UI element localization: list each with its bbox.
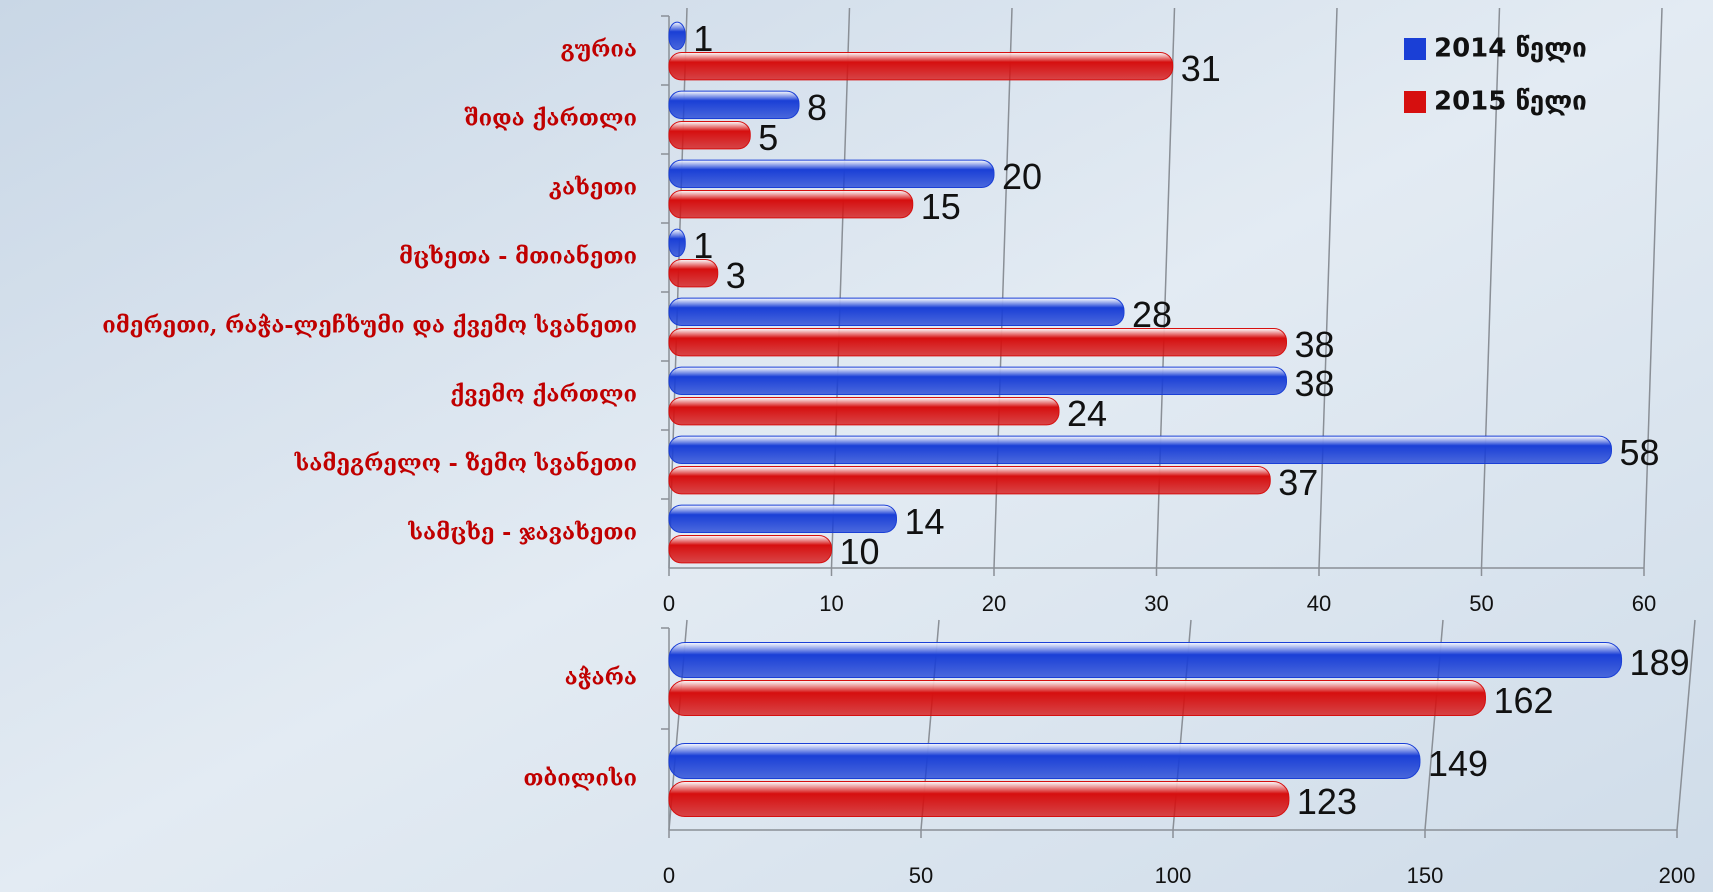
value-label: 8	[807, 87, 827, 128]
bar	[668, 228, 686, 257]
bar	[668, 743, 1421, 779]
category-label: აჭარა	[565, 665, 637, 691]
bar	[668, 781, 1290, 817]
category-label: შიდა ქართლი	[464, 106, 637, 132]
bar	[668, 466, 1271, 495]
category-label: კახეთი	[549, 175, 637, 201]
value-label: 189	[1630, 642, 1690, 683]
x-tick-label: 60	[1632, 591, 1656, 616]
value-label: 3	[726, 255, 746, 296]
bar	[668, 259, 719, 288]
bar	[668, 680, 1486, 716]
bar	[668, 90, 800, 119]
bar	[668, 435, 1612, 465]
x-tick-label: 20	[982, 591, 1006, 616]
category-label: თბილისი	[523, 766, 637, 792]
value-label: 58	[1620, 432, 1660, 473]
x-tick-label: 150	[1407, 863, 1444, 888]
x-tick-label: 200	[1659, 863, 1696, 888]
bar	[668, 642, 1623, 678]
value-label: 38	[1295, 363, 1335, 404]
bar	[668, 328, 1287, 357]
value-label: 123	[1297, 781, 1357, 822]
x-tick-label: 50	[1469, 591, 1493, 616]
value-label: 1	[693, 18, 713, 59]
bar	[668, 190, 914, 219]
grid-line	[1643, 7, 1663, 569]
value-label: 162	[1493, 680, 1553, 721]
x-tick-label: 50	[909, 863, 933, 888]
category-label: ქვემო ქართლი	[450, 382, 637, 408]
x-tick-label: 0	[663, 863, 675, 888]
category-label: გურია	[560, 37, 637, 63]
legend-label: 2014 წელი	[1434, 34, 1587, 64]
category-label: სამეგრელო - ზემო სვანეთი	[294, 451, 637, 477]
value-label: 1	[693, 225, 713, 266]
x-tick-label: 30	[1144, 591, 1168, 616]
value-label: 20	[1002, 156, 1042, 197]
bar	[668, 397, 1060, 426]
value-label: 5	[758, 117, 778, 158]
x-tick-label: 100	[1155, 863, 1192, 888]
bar	[668, 159, 995, 188]
category-label: იმერეთი, რაჭა-ლეჩხუმი და ქვემო სვანეთი	[102, 313, 637, 339]
legend-swatch	[1404, 91, 1426, 113]
grid-line	[1318, 7, 1338, 569]
value-label: 10	[840, 531, 880, 572]
grid-line	[1676, 619, 1696, 831]
bar	[668, 366, 1287, 396]
bar	[668, 52, 1174, 81]
value-label: 38	[1295, 324, 1335, 365]
category-label: მცხეთა - მთიანეთი	[399, 244, 637, 270]
bar	[668, 121, 751, 150]
bar	[668, 21, 686, 50]
bar	[668, 535, 832, 564]
bar	[668, 297, 1125, 327]
value-label: 24	[1067, 393, 1107, 434]
x-tick-label: 40	[1307, 591, 1331, 616]
bar	[668, 504, 897, 534]
category-label: სამცხე - ჯავახეთი	[407, 520, 637, 546]
value-label: 37	[1278, 462, 1318, 503]
legend-label: 2015 წელი	[1434, 87, 1587, 117]
x-tick-label: 0	[663, 591, 675, 616]
value-label: 31	[1181, 48, 1221, 89]
grid-line	[1480, 7, 1501, 569]
value-label: 149	[1428, 743, 1488, 784]
value-label: 15	[921, 186, 961, 227]
value-label: 14	[905, 501, 945, 542]
x-tick-label: 10	[819, 591, 843, 616]
legend-swatch	[1404, 38, 1426, 60]
